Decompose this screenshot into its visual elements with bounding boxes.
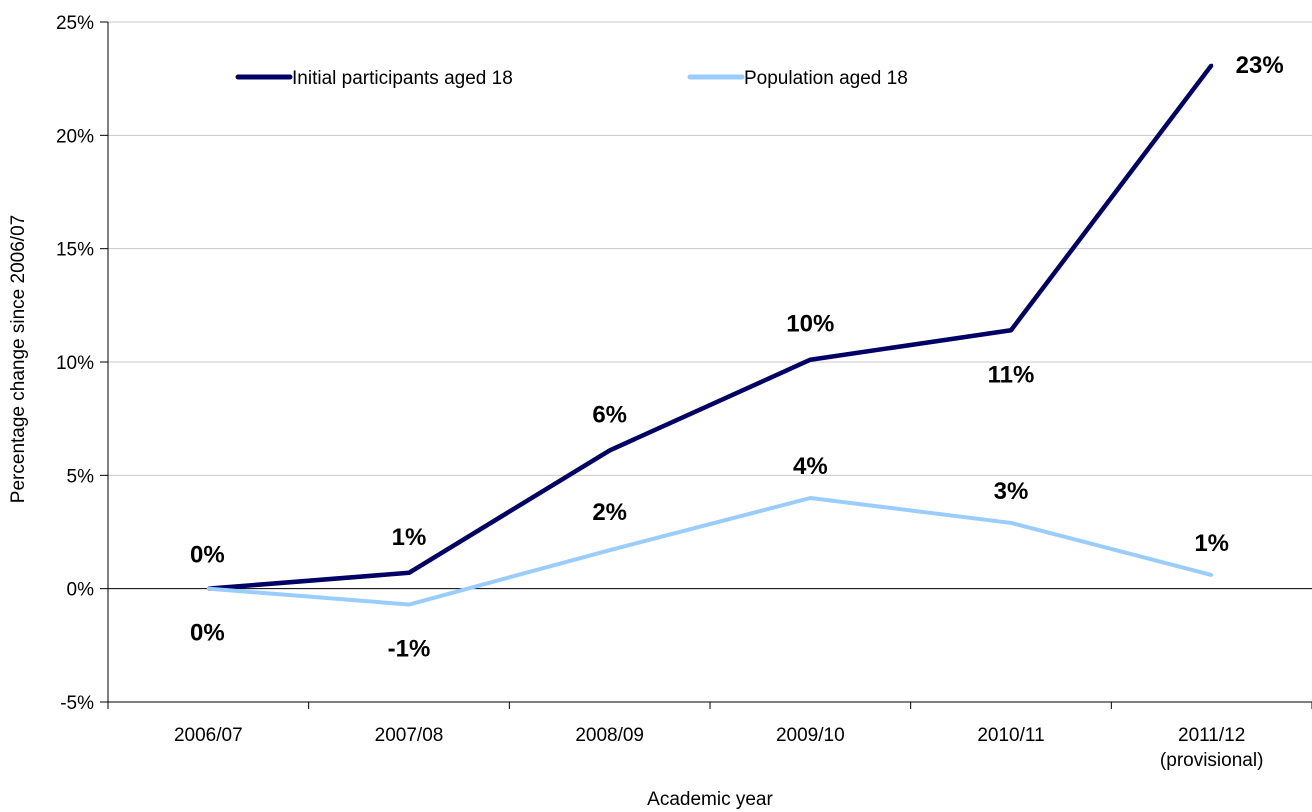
data-label: 0%: [190, 542, 225, 569]
data-point: [407, 603, 411, 607]
x-axis-title: Academic year: [647, 789, 773, 810]
data-point: [608, 548, 612, 552]
x-tick-label: 2008/09: [575, 725, 644, 746]
data-point: [808, 358, 812, 362]
series-line: [208, 63, 1214, 591]
data-label: 6%: [592, 401, 627, 428]
series-lines: [206, 63, 1214, 607]
y-tick-label: 25%: [56, 13, 94, 34]
data-point: [407, 571, 411, 575]
x-tick-label: 2011/12: [1178, 725, 1245, 746]
series-line: [208, 496, 1213, 607]
legend-label: Population aged 18: [744, 68, 908, 89]
y-tick-label: 0%: [67, 580, 95, 601]
data-label: 10%: [786, 311, 834, 338]
y-tick-label: 20%: [56, 126, 94, 147]
axes: -5% 0% 5% 10% 15% 20% 25% 2006/07 2007/08 2008/09…: [56, 13, 1312, 771]
x-tick-label: 2010/11: [977, 725, 1044, 746]
legend-label: Initial participants aged 18: [292, 68, 513, 89]
x-tick-label: 2009/10: [776, 725, 845, 746]
data-point: [1009, 521, 1013, 525]
data-point: [206, 587, 210, 591]
data-labels: 0% 1% 6% 10% 11% 23% 0% -1% 2% 4% 3% 1%: [190, 52, 1284, 662]
data-label: 11%: [988, 361, 1035, 388]
y-tick-label: 15%: [56, 240, 94, 261]
legend: Initial participants aged 18 Population a…: [235, 68, 908, 89]
gridlines: [108, 21, 1312, 703]
y-tick-label: 5%: [67, 466, 95, 487]
data-label: 1%: [392, 524, 427, 551]
y-tick-label: -5%: [60, 693, 94, 714]
data-point: [808, 496, 812, 500]
x-tick-label: 2006/07: [174, 725, 243, 746]
y-tick-label: 10%: [56, 353, 94, 374]
x-tick-label: 2007/08: [375, 725, 444, 746]
data-point: [608, 448, 612, 452]
data-label: 4%: [793, 453, 828, 480]
data-label: 0%: [190, 620, 225, 647]
data-label: -1%: [388, 636, 431, 663]
data-point: [1210, 573, 1214, 577]
data-label: 1%: [1194, 530, 1229, 557]
data-point: [1009, 328, 1013, 332]
data-label: 2%: [592, 499, 627, 526]
data-label: 3%: [994, 478, 1029, 505]
data-label: 23%: [1236, 52, 1284, 79]
data-point: [1210, 63, 1214, 67]
y-axis-title: Percentage change since 2006/07: [8, 215, 29, 503]
x-tick-label: (provisional): [1160, 750, 1263, 771]
